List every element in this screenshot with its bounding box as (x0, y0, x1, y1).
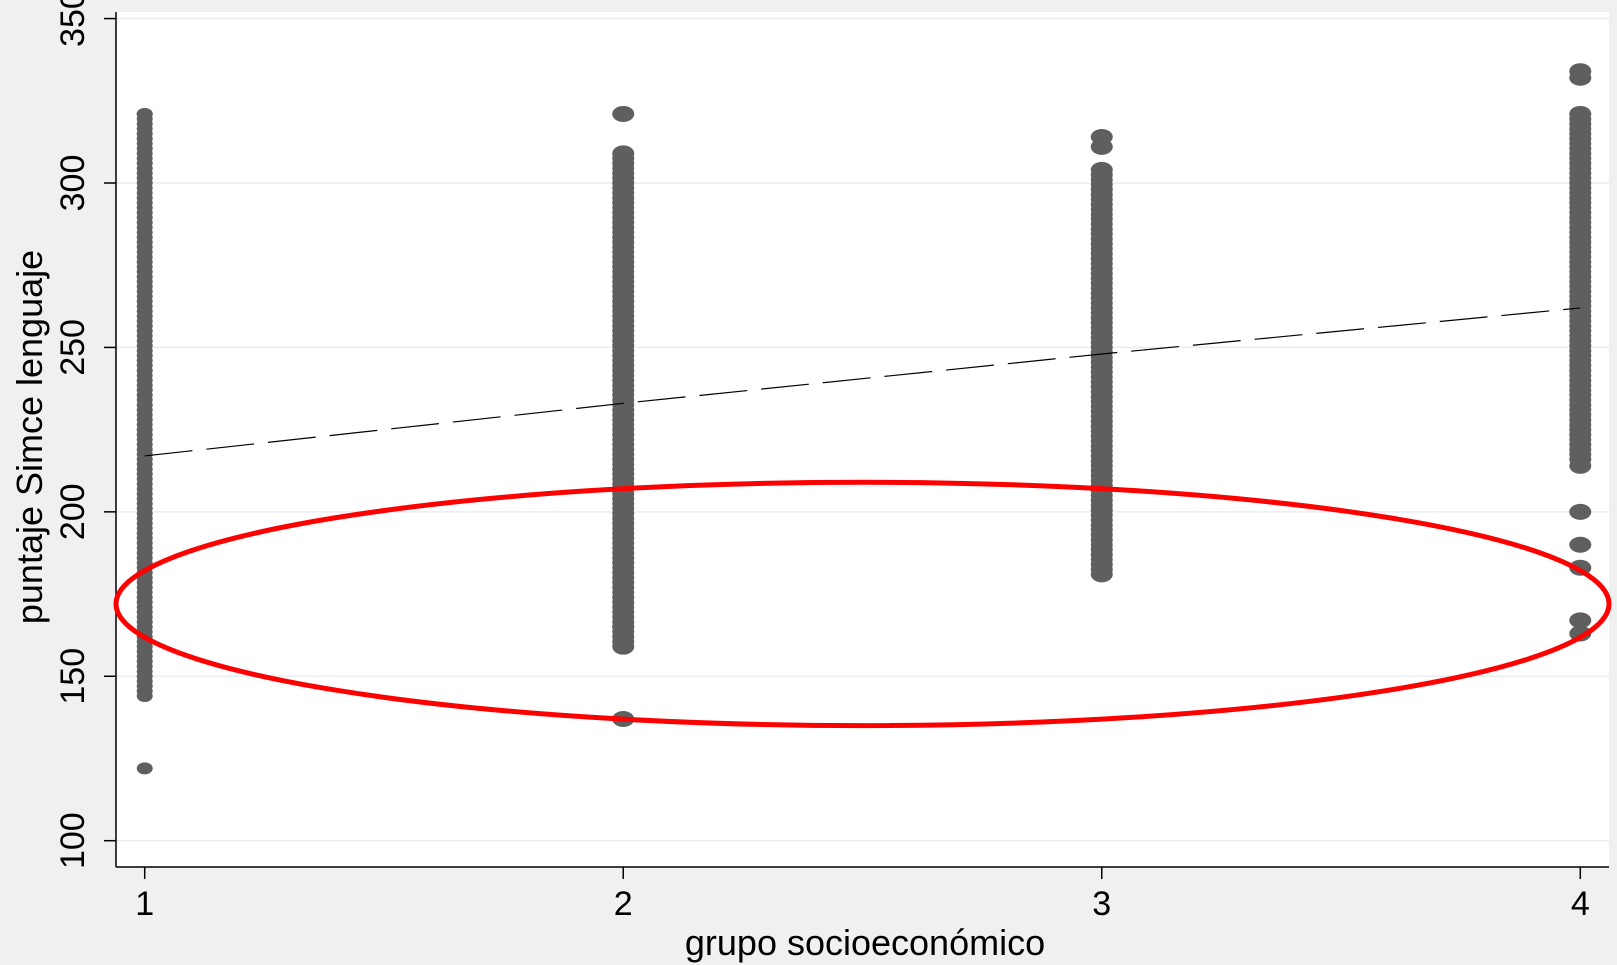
axes (104, 12, 1609, 879)
data-point (1569, 503, 1592, 520)
data-point (136, 762, 153, 775)
y-tick-label: 250 (54, 319, 92, 376)
data-point (1569, 612, 1592, 629)
data-points (136, 63, 1592, 775)
data-point (1090, 128, 1113, 145)
tick-labels: 100 150 200 250 300 350 1 2 3 4 (54, 0, 1590, 923)
data-point (1090, 161, 1113, 178)
highlight-ellipse (113, 479, 1612, 729)
plot-area (116, 12, 1609, 867)
data-point (612, 618, 635, 635)
y-tick-label: 150 (54, 648, 92, 705)
data-point (136, 107, 153, 120)
data-point (1569, 105, 1592, 122)
x-tick-label: 2 (614, 885, 633, 923)
data-point (1569, 536, 1592, 553)
trend-line (144, 307, 1581, 457)
y-tick-label: 200 (54, 483, 92, 540)
x-axis-title: grupo socioeconómico (685, 922, 1045, 963)
data-point (1569, 625, 1592, 642)
data-point (612, 105, 635, 122)
y-axis-title: puntaje Simce lenguaje (9, 250, 50, 624)
x-tick-label: 1 (135, 885, 154, 923)
y-tick-label: 300 (54, 155, 92, 212)
annotations (113, 479, 1612, 729)
y-tick-label: 100 (54, 812, 92, 869)
data-point (1569, 63, 1592, 80)
x-tick-label: 3 (1092, 885, 1111, 923)
data-point (1569, 457, 1592, 474)
x-tick-label: 4 (1571, 885, 1590, 923)
trend-line-path (144, 307, 1581, 457)
data-point (612, 145, 635, 162)
y-tick-label: 350 (54, 0, 92, 47)
